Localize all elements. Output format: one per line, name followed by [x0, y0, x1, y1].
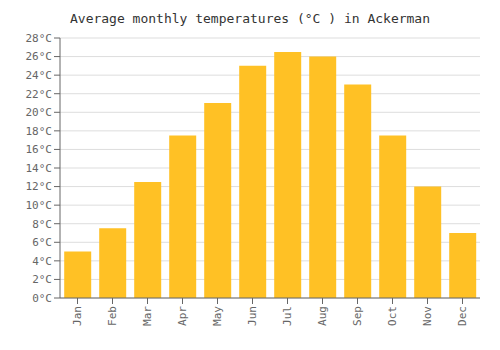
- svg-text:Oct: Oct: [386, 306, 399, 326]
- svg-text:Nov: Nov: [421, 306, 434, 326]
- svg-text:2°C: 2°C: [32, 273, 52, 286]
- svg-text:26°C: 26°C: [26, 50, 53, 63]
- svg-text:14°C: 14°C: [26, 162, 53, 175]
- svg-text:Apr: Apr: [176, 306, 189, 326]
- svg-text:Jun: Jun: [246, 306, 259, 326]
- svg-text:Mar: Mar: [141, 306, 154, 326]
- svg-text:20°C: 20°C: [26, 106, 53, 119]
- svg-text:Jul: Jul: [281, 306, 294, 326]
- svg-text:10°C: 10°C: [26, 199, 53, 212]
- svg-text:8°C: 8°C: [32, 218, 52, 231]
- svg-text:May: May: [211, 306, 224, 326]
- svg-text:4°C: 4°C: [32, 255, 52, 268]
- svg-text:Sep: Sep: [351, 306, 364, 326]
- svg-text:Dec: Dec: [456, 306, 469, 326]
- svg-text:22°C: 22°C: [26, 88, 53, 101]
- svg-text:18°C: 18°C: [26, 125, 53, 138]
- svg-text:Aug: Aug: [316, 306, 329, 326]
- svg-text:6°C: 6°C: [32, 236, 52, 249]
- html-text:Average monthly temperatures (: Average monthly temperatures (°C ) in Ac…: [70, 11, 430, 26]
- svg-text:0°C: 0°C: [32, 292, 52, 305]
- svg-text:12°C: 12°C: [26, 180, 53, 193]
- svg-text:16°C: 16°C: [26, 143, 53, 156]
- svg-text:Jan: Jan: [71, 306, 84, 326]
- svg-text:Feb: Feb: [106, 306, 119, 326]
- svg-text:24°C: 24°C: [26, 69, 53, 82]
- svg-text:28°C: 28°C: [26, 32, 53, 45]
